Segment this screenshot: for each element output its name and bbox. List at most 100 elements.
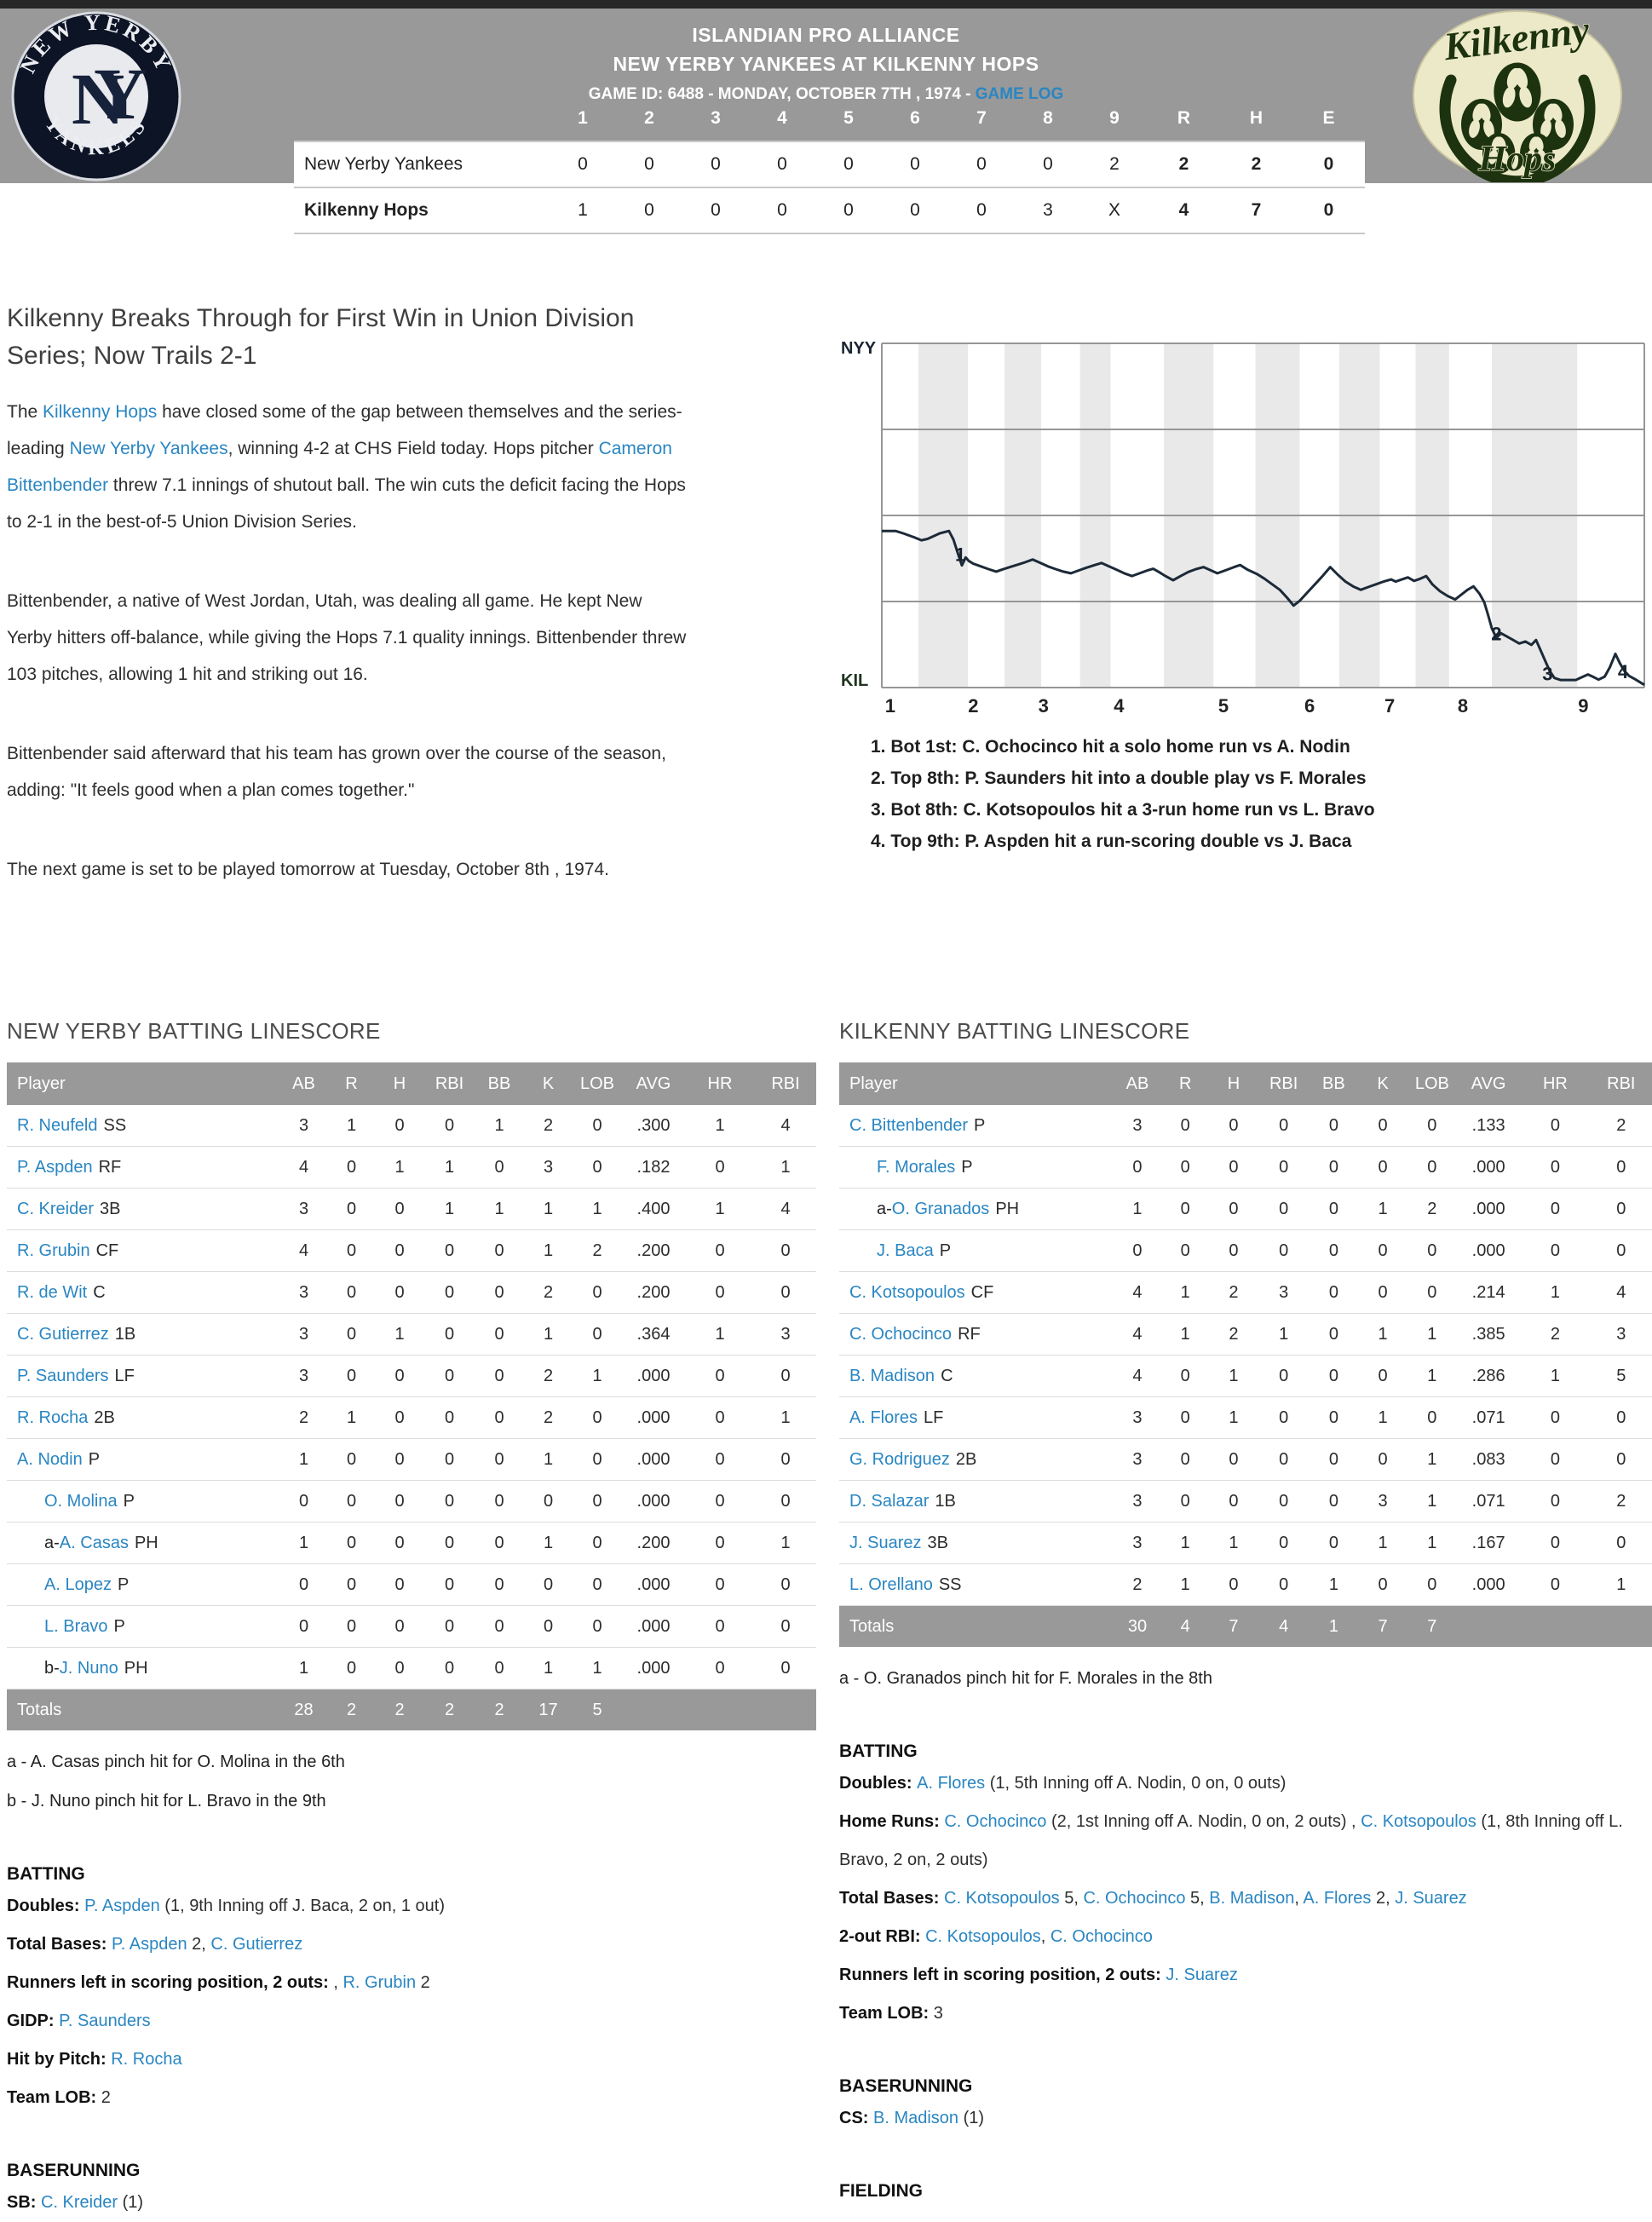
totals-row: Totals 30 4 7 4 1 7 7	[839, 1605, 1652, 1647]
batter-row: D. Salazar 1B 3 0 0 0 0 3 1.071 0 2	[839, 1480, 1652, 1523]
player-link[interactable]: P. Saunders	[17, 1366, 109, 1385]
stat-cell: 0	[375, 1105, 424, 1147]
stat-cell: 0	[685, 1396, 755, 1439]
player-link[interactable]: C. Kreider	[41, 2193, 118, 2212]
player-link[interactable]: New Yerby Yankees	[69, 439, 228, 458]
player-link[interactable]: A. Flores	[849, 1407, 918, 1427]
player-link[interactable]: C. Kotsopoulos	[849, 1282, 965, 1302]
totals-cell	[622, 1689, 685, 1730]
player-cell: C. Ochocinco RF	[839, 1313, 1114, 1356]
player-link[interactable]: A. Flores	[1303, 1889, 1372, 1908]
player-link[interactable]: R. Neufeld	[17, 1115, 98, 1135]
player-link[interactable]: C. Kotsopoulos	[944, 1889, 1060, 1908]
chart-annotation: 3. Bot 8th: C. Kotsopoulos hit a 3-run h…	[871, 800, 1375, 820]
player-link[interactable]: C. Kotsopoulos	[925, 1927, 1041, 1946]
player-link[interactable]: Kilkenny Hops	[43, 402, 158, 422]
column-header: RBI	[755, 1062, 816, 1105]
stat-cell: 1	[685, 1188, 755, 1230]
stat-cell: 3	[524, 1146, 573, 1189]
player-link[interactable]: D. Salazar	[849, 1491, 930, 1511]
inning-header: 4	[777, 108, 787, 128]
notes-section-heading: BATTING	[839, 1741, 918, 1761]
stat-cell: 3	[1258, 1271, 1310, 1314]
summary-score: 2	[1148, 141, 1220, 188]
player-link[interactable]: J. Nuno	[59, 1658, 118, 1678]
player-link[interactable]: R. Rocha	[111, 2050, 182, 2069]
player-link[interactable]: C. Ochocinco	[1083, 1889, 1186, 1908]
totals-cell: 2	[328, 1689, 375, 1730]
player-link[interactable]: F. Morales	[877, 1157, 956, 1177]
stat-cell: 3	[279, 1355, 328, 1397]
stat-cell: 0	[279, 1563, 328, 1606]
player-link[interactable]: O. Molina	[44, 1491, 118, 1511]
player-position: P	[973, 1115, 986, 1135]
stat-cell: 0	[1309, 1146, 1359, 1189]
stat-cell: 3	[279, 1313, 328, 1356]
player-link[interactable]: C. Bittenbender	[849, 1115, 968, 1135]
x-tick-label: 6	[1304, 695, 1315, 717]
player-link[interactable]: R. de Wit	[17, 1282, 88, 1302]
player-link[interactable]: L. Orellano	[849, 1574, 933, 1594]
player-link[interactable]: L. Bravo	[44, 1616, 108, 1636]
note-line: Runners left in scoring position, 2 outs…	[7, 1964, 816, 2002]
player-link[interactable]: A. Flores	[917, 1774, 986, 1793]
player-link[interactable]: A. Nodin	[17, 1449, 83, 1469]
stat-cell: 4	[1113, 1313, 1162, 1356]
player-link[interactable]: R. Rocha	[17, 1407, 89, 1427]
player-link[interactable]: R. Grubin	[17, 1241, 90, 1260]
player-link[interactable]: C. Ochocinco	[1050, 1927, 1153, 1946]
stat-cell: 0	[685, 1605, 755, 1648]
article-paragraph: Bittenbender said afterward that his tea…	[7, 735, 688, 809]
player-link[interactable]: P. Aspden	[84, 1897, 160, 1915]
player-link[interactable]: C. Ochocinco	[944, 1812, 1047, 1831]
player-link[interactable]: C. Gutierrez	[210, 1935, 303, 1954]
batter-row: R. Rocha 2B 2 1 0 0 0 2 0.000 0 1	[7, 1396, 816, 1439]
player-link[interactable]: J. Suarez	[1166, 1966, 1238, 1984]
note-label: Doubles:	[839, 1774, 918, 1793]
player-link[interactable]: J. Baca	[877, 1241, 934, 1260]
player-link[interactable]: B. Madison	[849, 1366, 935, 1385]
player-link[interactable]: J. Suarez	[1395, 1889, 1467, 1908]
player-link[interactable]: Cameron Bittenbender	[7, 439, 672, 495]
player-link[interactable]: J. Suarez	[849, 1533, 922, 1552]
stat-cell: 1	[1208, 1522, 1259, 1564]
inning-score: 0	[749, 141, 815, 188]
player-link[interactable]: P. Aspden	[112, 1935, 187, 1954]
stat-cell: 2	[1590, 1105, 1652, 1147]
stat-cell: .000	[1456, 1146, 1521, 1189]
stat-cell: 0	[1520, 1480, 1591, 1523]
stat-cell: 0	[1407, 1146, 1457, 1189]
player-link[interactable]: C. Kotsopoulos	[1361, 1812, 1476, 1831]
chart-annotation: 1. Bot 1st: C. Ochocinco hit a solo home…	[871, 737, 1350, 757]
inning-score: X	[1081, 187, 1148, 234]
player-link[interactable]: R. Grubin	[342, 1973, 417, 1992]
note-text: Bittenbender, a native of West Jordan, U…	[7, 591, 687, 684]
note-text: 2,	[1371, 1889, 1396, 1908]
player-link[interactable]: B. Madison	[1209, 1889, 1295, 1908]
player-link[interactable]: A. Lopez	[44, 1574, 112, 1594]
player-link[interactable]: P. Aspden	[17, 1157, 93, 1177]
game-log-link[interactable]: GAME LOG	[975, 85, 1064, 103]
player-position: P	[961, 1157, 973, 1177]
player-link[interactable]: B. Madison	[873, 2109, 959, 2127]
stat-cell: 1	[424, 1146, 475, 1189]
player-link[interactable]: P. Saunders	[59, 2012, 151, 2030]
totals-cell: 1	[1309, 1605, 1359, 1647]
player-link[interactable]: A. Casas	[59, 1533, 129, 1552]
player-link[interactable]: C. Gutierrez	[17, 1324, 109, 1344]
note-text: The next game is set to be played tomorr…	[7, 860, 609, 879]
stat-cell: 0	[1208, 1563, 1259, 1606]
player-cell: L. Bravo P	[7, 1605, 279, 1648]
player-cell: F. Morales P	[839, 1146, 1114, 1189]
game-id-line: GAME ID: 6488 - MONDAY, OCTOBER 7TH , 19…	[0, 85, 1652, 104]
stat-cell: 1	[1358, 1188, 1407, 1230]
column-header: Player	[7, 1062, 279, 1105]
stat-cell: .000	[622, 1355, 685, 1397]
player-link[interactable]: G. Rodriguez	[849, 1449, 950, 1469]
player-link[interactable]: C. Ochocinco	[849, 1324, 953, 1344]
inning-score: 0	[682, 141, 749, 188]
event-marker: 3	[1542, 664, 1552, 685]
stat-cell: 0	[1258, 1480, 1310, 1523]
player-link[interactable]: O. Granados	[891, 1199, 990, 1218]
player-link[interactable]: C. Kreider	[17, 1199, 95, 1218]
